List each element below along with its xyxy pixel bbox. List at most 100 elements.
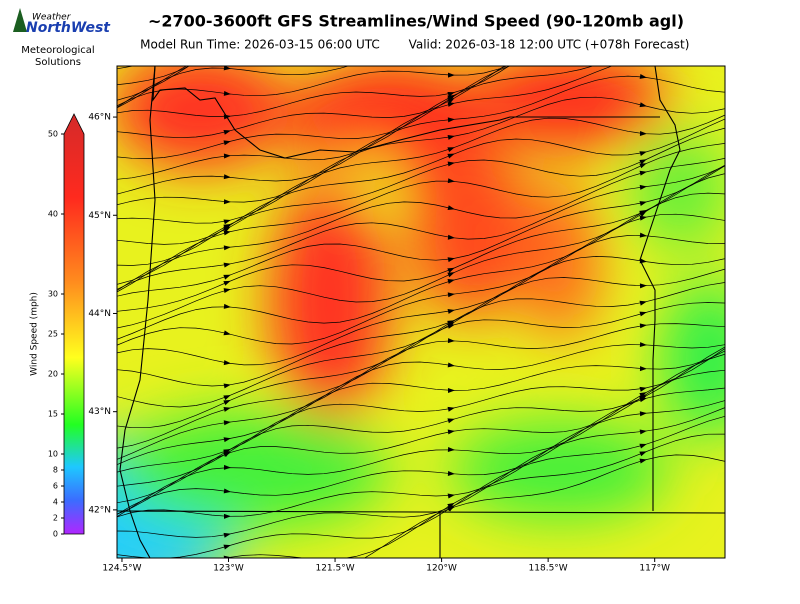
colorbar-label: Wind Speed (mph) bbox=[30, 292, 40, 376]
stream-arrow bbox=[639, 283, 647, 289]
stream-arrow bbox=[447, 205, 455, 211]
streamline bbox=[117, 416, 725, 558]
streamline bbox=[117, 387, 725, 515]
stream-arrow bbox=[639, 170, 647, 176]
stream-arrow bbox=[447, 506, 455, 512]
stream-arrow bbox=[447, 257, 455, 263]
stream-arrow bbox=[447, 72, 455, 78]
streamline bbox=[117, 348, 725, 487]
stream-arrow bbox=[223, 303, 231, 309]
streamline bbox=[117, 66, 510, 117]
valid-time: Valid: 2026-03-18 12:00 UTC (+078h Forec… bbox=[409, 38, 690, 52]
streamline bbox=[117, 256, 725, 387]
streamline bbox=[224, 433, 725, 558]
streamline bbox=[117, 143, 725, 293]
model-run: Model Run Time: 2026-03-15 06:00 UTC bbox=[140, 38, 380, 52]
stream-arrow bbox=[447, 308, 455, 314]
x-tick-label: 121.5°W bbox=[315, 564, 354, 574]
stream-arrow bbox=[223, 383, 231, 389]
stream-arrow bbox=[639, 429, 647, 435]
streamline bbox=[117, 66, 613, 195]
streamline bbox=[117, 96, 725, 224]
streamline bbox=[117, 127, 725, 285]
streamline bbox=[117, 407, 725, 538]
stream-arrow bbox=[639, 342, 647, 348]
stream-arrow bbox=[639, 73, 647, 79]
stream-arrow bbox=[223, 288, 231, 293]
stream-arrow bbox=[639, 411, 647, 417]
stream-arrow bbox=[223, 420, 231, 426]
colorbar-tick-label: 30 bbox=[48, 290, 58, 299]
stream-arrow bbox=[223, 488, 231, 494]
stream-arrow bbox=[639, 163, 647, 169]
stream-arrow bbox=[639, 397, 647, 403]
colorbar bbox=[63, 113, 85, 535]
streamline bbox=[117, 302, 725, 449]
stream-arrow bbox=[223, 437, 231, 443]
stream-arrow bbox=[447, 387, 455, 393]
x-tick-label: 120°W bbox=[426, 564, 457, 574]
stream-arrow bbox=[639, 151, 647, 156]
stream-arrow bbox=[223, 262, 231, 268]
stream-arrow bbox=[447, 117, 455, 123]
stream-arrow bbox=[223, 544, 231, 550]
x-tick-label: 123°W bbox=[213, 564, 244, 574]
stream-arrow bbox=[223, 395, 231, 401]
logo-tree bbox=[13, 8, 27, 32]
streamline bbox=[117, 400, 725, 518]
streamline bbox=[117, 157, 725, 291]
stream-arrow bbox=[639, 210, 647, 216]
streamline bbox=[117, 235, 725, 366]
streamline bbox=[117, 165, 725, 297]
streamline bbox=[117, 165, 725, 290]
stream-arrow bbox=[639, 159, 647, 165]
stream-arrow bbox=[447, 362, 455, 368]
stream-arrow bbox=[639, 201, 647, 206]
stream-arrow bbox=[639, 300, 647, 306]
y-tick-label: 44°N bbox=[88, 309, 111, 319]
stream-arrow bbox=[223, 66, 231, 71]
streamline bbox=[117, 75, 725, 206]
stream-arrow bbox=[447, 429, 455, 435]
streamline bbox=[363, 454, 725, 558]
stream-arrow bbox=[223, 129, 231, 135]
stream-arrow bbox=[447, 470, 455, 476]
stream-arrow bbox=[447, 292, 455, 298]
colorbar-tick-label: 10 bbox=[48, 450, 58, 459]
stream-arrow bbox=[447, 323, 455, 329]
stream-arrow bbox=[639, 386, 647, 392]
stream-arrow bbox=[223, 245, 231, 251]
title: ~2700-3600ft GFS Streamlines/Wind Speed … bbox=[148, 12, 684, 31]
stream-arrow bbox=[223, 199, 231, 205]
streamline bbox=[117, 346, 725, 504]
colorbar-tick-label: 8 bbox=[53, 466, 58, 475]
stream-arrow bbox=[447, 94, 455, 101]
stream-arrow bbox=[223, 140, 231, 146]
logo: Weather NorthWest Meteorological Solutio… bbox=[13, 8, 111, 68]
logo-tagline: Solutions bbox=[35, 57, 81, 68]
stream-arrow bbox=[223, 330, 231, 336]
stream-arrow bbox=[447, 153, 455, 159]
stream-arrow bbox=[447, 234, 455, 240]
stream-arrow bbox=[447, 272, 455, 278]
stream-arrow bbox=[447, 178, 455, 184]
colorbar-tick-label: 40 bbox=[48, 210, 58, 219]
streamline bbox=[117, 268, 725, 408]
stream-arrow bbox=[223, 153, 231, 159]
stream-arrow bbox=[639, 323, 647, 329]
stream-arrow bbox=[447, 279, 455, 284]
stream-arrow bbox=[223, 223, 231, 230]
stream-arrow bbox=[223, 90, 231, 96]
stream-arrow bbox=[640, 54, 647, 60]
stream-arrow bbox=[447, 267, 455, 273]
map-frame bbox=[116, 65, 726, 559]
stream-arrow bbox=[639, 458, 647, 464]
stream-arrow bbox=[447, 101, 455, 107]
colorbar-tick-label: 50 bbox=[48, 130, 58, 139]
map-field bbox=[117, 2, 725, 558]
logo-tagline: Meteorological bbox=[21, 45, 94, 56]
colorbar-tick-label: 6 bbox=[53, 482, 58, 491]
stream-arrow bbox=[447, 161, 455, 167]
stream-arrow bbox=[447, 2, 455, 9]
